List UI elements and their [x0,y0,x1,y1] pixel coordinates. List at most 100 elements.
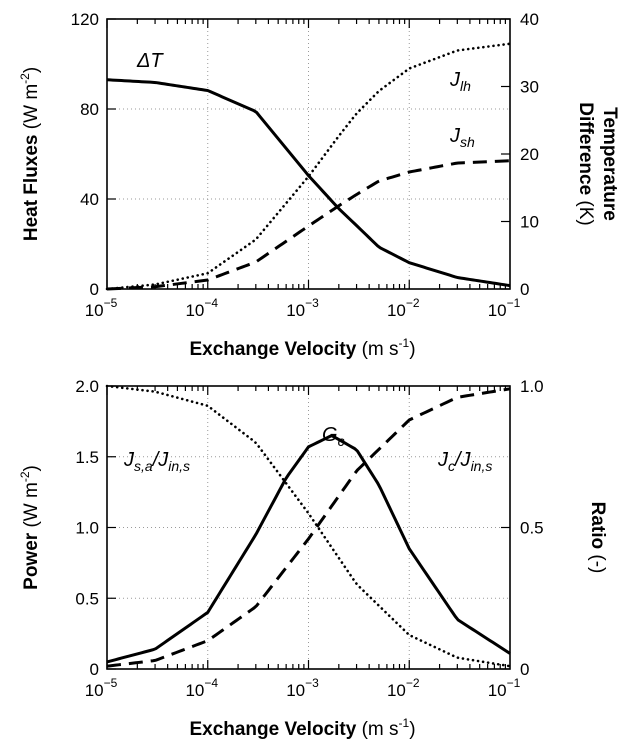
x-tick-label: 10−4 [185,296,218,320]
series-label-main2: /J [453,449,472,471]
y-right-axis-label: Ratio (-) [587,502,608,574]
x-tick-label: 10−3 [286,676,319,700]
series-line-g-c [106,433,511,664]
y-right-axis-label-name: Difference [575,102,596,195]
x-axis-label-close: ) [409,339,415,360]
x-tick-label-exponent: −3 [305,676,319,690]
x-tick-label: 10−4 [185,676,218,700]
x-tick-label-exponent: −1 [507,296,521,310]
series-label-subscript: sh [460,134,475,150]
series-label-main: J [449,69,461,91]
series-label-main: J [437,449,449,471]
y-right-tick-label: 20 [520,145,539,164]
x-tick-label-base: 10 [286,681,305,700]
x-tick-label-exponent: −2 [406,296,420,310]
y-left-axis-label-close: ) [21,465,42,471]
x-tick-label-exponent: −2 [406,676,420,690]
y-left-axis-label-unit: (W m [21,84,42,135]
x-tick-label: 10−5 [85,296,118,320]
x-axis-label-exponent: -1 [399,336,410,350]
series-label-subscript2: in,s [168,458,190,474]
series-label: Jlh [449,69,471,94]
series-line-j-s-a-j-in-s [105,384,512,668]
grid [107,19,510,289]
y-right-tick-label: 40 [520,10,539,29]
x-tick-label-base: 10 [85,301,104,320]
y-right-tick-label: 0 [520,660,529,679]
x-tick-label: 10−2 [387,676,420,700]
y-right-axis-label-unit: (K) [575,195,596,226]
x-tick-label-base: 10 [185,301,204,320]
x-axis-label-name: Exchange Velocity [189,719,356,740]
y-left-tick-label: 0 [90,660,99,679]
series-line-j-sh [106,159,511,291]
y-left-tick-label: 1.5 [75,448,99,467]
x-tick-label-base: 10 [85,681,104,700]
y-right-axis-label-line1: Temperature [599,107,619,221]
x-axis-label-close: ) [409,719,415,740]
series-line-j-c-j-in-s [106,387,511,668]
y-right-axis-label-line2: Difference (K) [575,102,596,226]
x-tick-label-exponent: −1 [507,676,521,690]
y-right-axis-label-line1: Ratio (-) [587,502,608,574]
grid [107,386,510,669]
x-tick-label-base: 10 [488,301,507,320]
x-tick-label-base: 10 [387,681,406,700]
series-line-j-lh [105,42,512,291]
y-left-axis-label: Power (W m-2) [18,465,42,590]
y-left-tick-label: 120 [71,10,99,29]
y-right-axis-label-unit: (-) [587,549,608,573]
x-tick-label-exponent: −5 [104,676,118,690]
series-label-main: J [123,449,135,471]
x-tick-label: 10−5 [85,676,118,700]
series-label: Jc/Jin,s [437,449,492,474]
series-line--t [106,78,511,288]
y-left-axis-label: Heat Fluxes (W m-2) [18,67,42,241]
series-label-subscript: s,a [134,458,153,474]
y-left-axis-label-exponent: -2 [18,73,32,84]
y-right-tick-label: 1.0 [520,377,544,396]
x-axis-label: Exchange Velocity (m s-1) [189,716,415,740]
y-right-axis-label-name: Ratio [587,502,608,550]
x-axis-label-exponent: -1 [399,716,410,730]
x-tick-label-base: 10 [387,301,406,320]
x-tick-label-exponent: −3 [305,296,319,310]
x-tick-label: 10−1 [488,676,521,700]
y-right-tick-label: 0 [520,280,529,299]
series-label-subscript: c [448,458,455,474]
y-left-tick-label: 40 [80,190,99,209]
series-label-main2: /J [151,449,170,471]
y-right-tick-label: 10 [520,213,539,232]
heat-flux-panel: 10−5 10−4 10−3 10−2 10−104080120010203040Exc… [18,10,619,360]
x-tick-label-base: 10 [185,681,204,700]
y-left-axis-label-close: ) [21,67,42,73]
x-tick-label-exponent: −5 [104,296,118,310]
x-axis-label-name: Exchange Velocity [189,339,356,360]
series-label-subscript: c [338,433,345,449]
y-left-tick-label: 80 [80,100,99,119]
x-tick-label-base: 10 [286,301,305,320]
x-axis-label: Exchange Velocity (m s-1) [189,336,415,360]
x-tick-label: 10−1 [488,296,521,320]
power-ratio-panel: 10−5 10−4 10−3 10−2 10−100.51.01.52.000.51.0… [18,377,608,740]
x-tick-label-base: 10 [488,681,507,700]
y-left-axis-label-unit: (W m [21,482,42,533]
series-label-main: J [449,125,461,147]
y-left-tick-label: 1.0 [75,519,99,538]
series-label-subscript2: in,s [471,458,493,474]
x-tick-label: 10−2 [387,296,420,320]
series-label-main: G [322,424,338,446]
y-left-tick-label: 0 [90,280,99,299]
series-label: Jsh [449,125,475,150]
y-left-axis-label-name: Heat Fluxes [21,135,42,242]
x-tick-label-exponent: −4 [204,676,218,690]
x-axis-label-unit: (m s [356,719,398,740]
y-left-axis-label-exponent: -2 [18,471,32,482]
y-left-tick-label: 2.0 [75,377,99,396]
series-label-main: ΔT [136,50,164,72]
series-label: Js,a/Jin,s [123,449,190,474]
x-tick-label-exponent: −4 [204,296,218,310]
y-left-tick-label: 0.5 [75,589,99,608]
